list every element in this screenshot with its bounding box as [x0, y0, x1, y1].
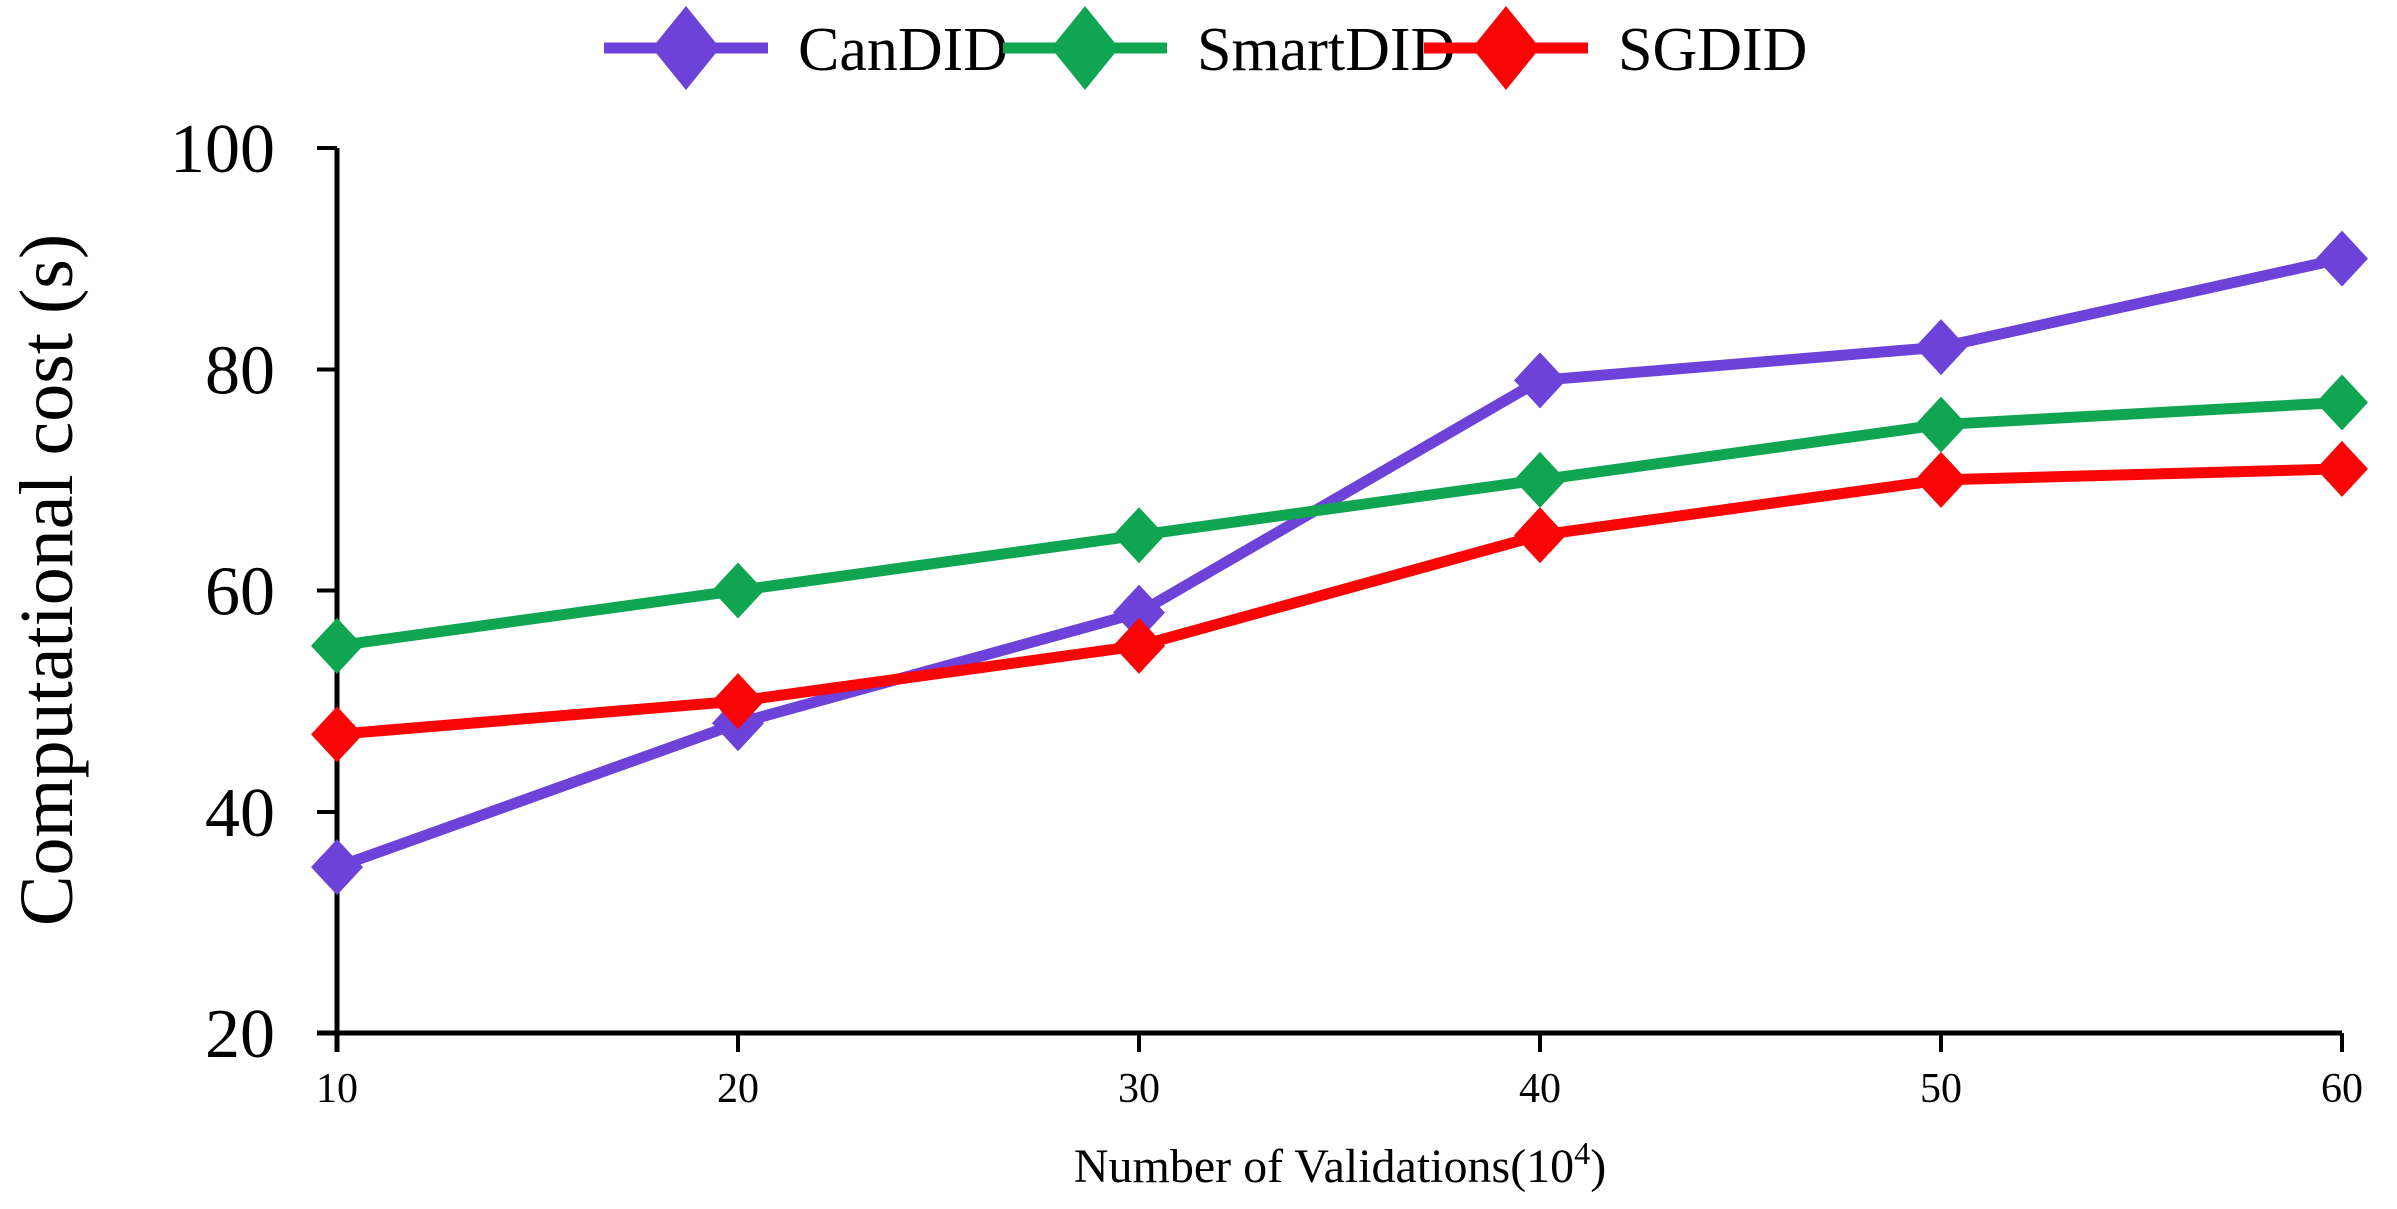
x-tick-label: 20 [717, 1066, 759, 1112]
tick-labels: 20 40 60 80 100 10 20 30 40 50 60 [170, 111, 2363, 1112]
series-marker-smartdid [311, 617, 363, 674]
x-tick-label: 10 [316, 1066, 358, 1112]
series-marker-sgdid [1113, 617, 1165, 674]
y-tick-label: 60 [205, 554, 275, 631]
legend-label: SGDID [1618, 16, 1807, 84]
axes [317, 146, 2344, 1052]
series-group [311, 230, 2368, 896]
y-tick-label: 20 [205, 996, 275, 1073]
x-tick-label: 40 [1519, 1066, 1561, 1112]
x-axis-title: Number of Validations(104) [1074, 1135, 1606, 1193]
series-marker-smartdid [1915, 396, 1967, 453]
y-tick-label: 40 [205, 775, 275, 852]
series-marker-candid [1915, 319, 1967, 376]
legend-item-sgdid: SGDID [1424, 6, 1807, 90]
legend: CanDID SmartDID SGDID [604, 6, 1807, 90]
y-tick-label: 100 [170, 111, 275, 188]
legend-diamond-icon [1472, 6, 1540, 90]
series-line-candid [335, 253, 2344, 873]
series-marker-candid [1514, 352, 1566, 409]
y-tick-label: 80 [205, 332, 275, 409]
legend-item-smartdid: SmartDID [1003, 6, 1455, 90]
series-marker-smartdid [1514, 451, 1566, 508]
series-marker-sgdid [1915, 451, 1967, 508]
legend-diamond-icon [1051, 6, 1119, 90]
series-marker-smartdid [2316, 374, 2368, 431]
legend-label: SmartDID [1197, 16, 1455, 84]
series-marker-sgdid [712, 673, 764, 730]
series-marker-sgdid [2316, 440, 2368, 497]
series-marker-smartdid [712, 562, 764, 619]
legend-label: CanDID [798, 16, 1008, 84]
series-line-sgdid [336, 463, 2343, 740]
series-line-smartdid [336, 396, 2343, 652]
x-tick-label: 30 [1118, 1066, 1160, 1112]
x-tick-label: 50 [1920, 1066, 1962, 1112]
series-marker-sgdid [1514, 507, 1566, 564]
series-marker-candid [311, 839, 363, 896]
series-marker-sgdid [311, 706, 363, 763]
series-marker-candid [1113, 584, 1165, 641]
series-marker-smartdid [1113, 507, 1165, 564]
series-marker-candid [2316, 230, 2368, 287]
legend-diamond-icon [652, 6, 720, 90]
legend-item-candid: CanDID [604, 6, 1008, 90]
x-tick-label: 60 [2321, 1066, 2363, 1112]
y-axis-title: Computational cost (s) [5, 234, 89, 926]
